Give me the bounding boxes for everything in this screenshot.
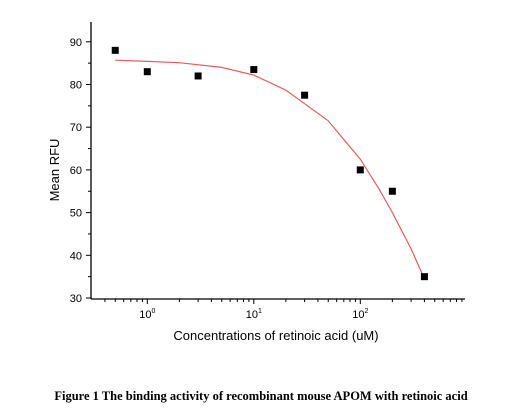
x-tick-label: 100 (139, 308, 155, 321)
figure-caption: Figure 1 The binding activity of recombi… (54, 389, 468, 403)
y-tick-label: 80 (70, 80, 82, 92)
y-tick-label: 30 (70, 293, 82, 305)
y-tick-label: 50 (70, 208, 82, 220)
x-tick-label: 101 (246, 308, 262, 321)
data-point (250, 66, 258, 74)
data-points (111, 46, 428, 281)
y-tick-label: 60 (70, 165, 82, 177)
y-axis: 30 40 50 60 70 80 90 (70, 22, 92, 305)
data-point (143, 68, 151, 76)
data-point (111, 46, 119, 54)
fit-line (115, 59, 425, 280)
data-point (301, 91, 309, 99)
x-axis-title: Concentrations of retinoic acid (uM) (173, 328, 378, 343)
data-point (388, 187, 396, 195)
data-point (420, 273, 428, 281)
y-tick-label: 70 (70, 122, 82, 134)
x-axis: 100 101 102 (91, 298, 465, 321)
x-tick-label: 102 (352, 308, 368, 321)
y-tick-label: 90 (70, 37, 82, 49)
chart: 30 40 50 60 70 80 90 100 101 102 Mean RFU Concen… (47, 22, 465, 343)
data-point (356, 166, 364, 174)
y-tick-label: 40 (70, 250, 82, 262)
data-point (194, 72, 202, 80)
y-axis-title: Mean RFU (47, 139, 62, 202)
